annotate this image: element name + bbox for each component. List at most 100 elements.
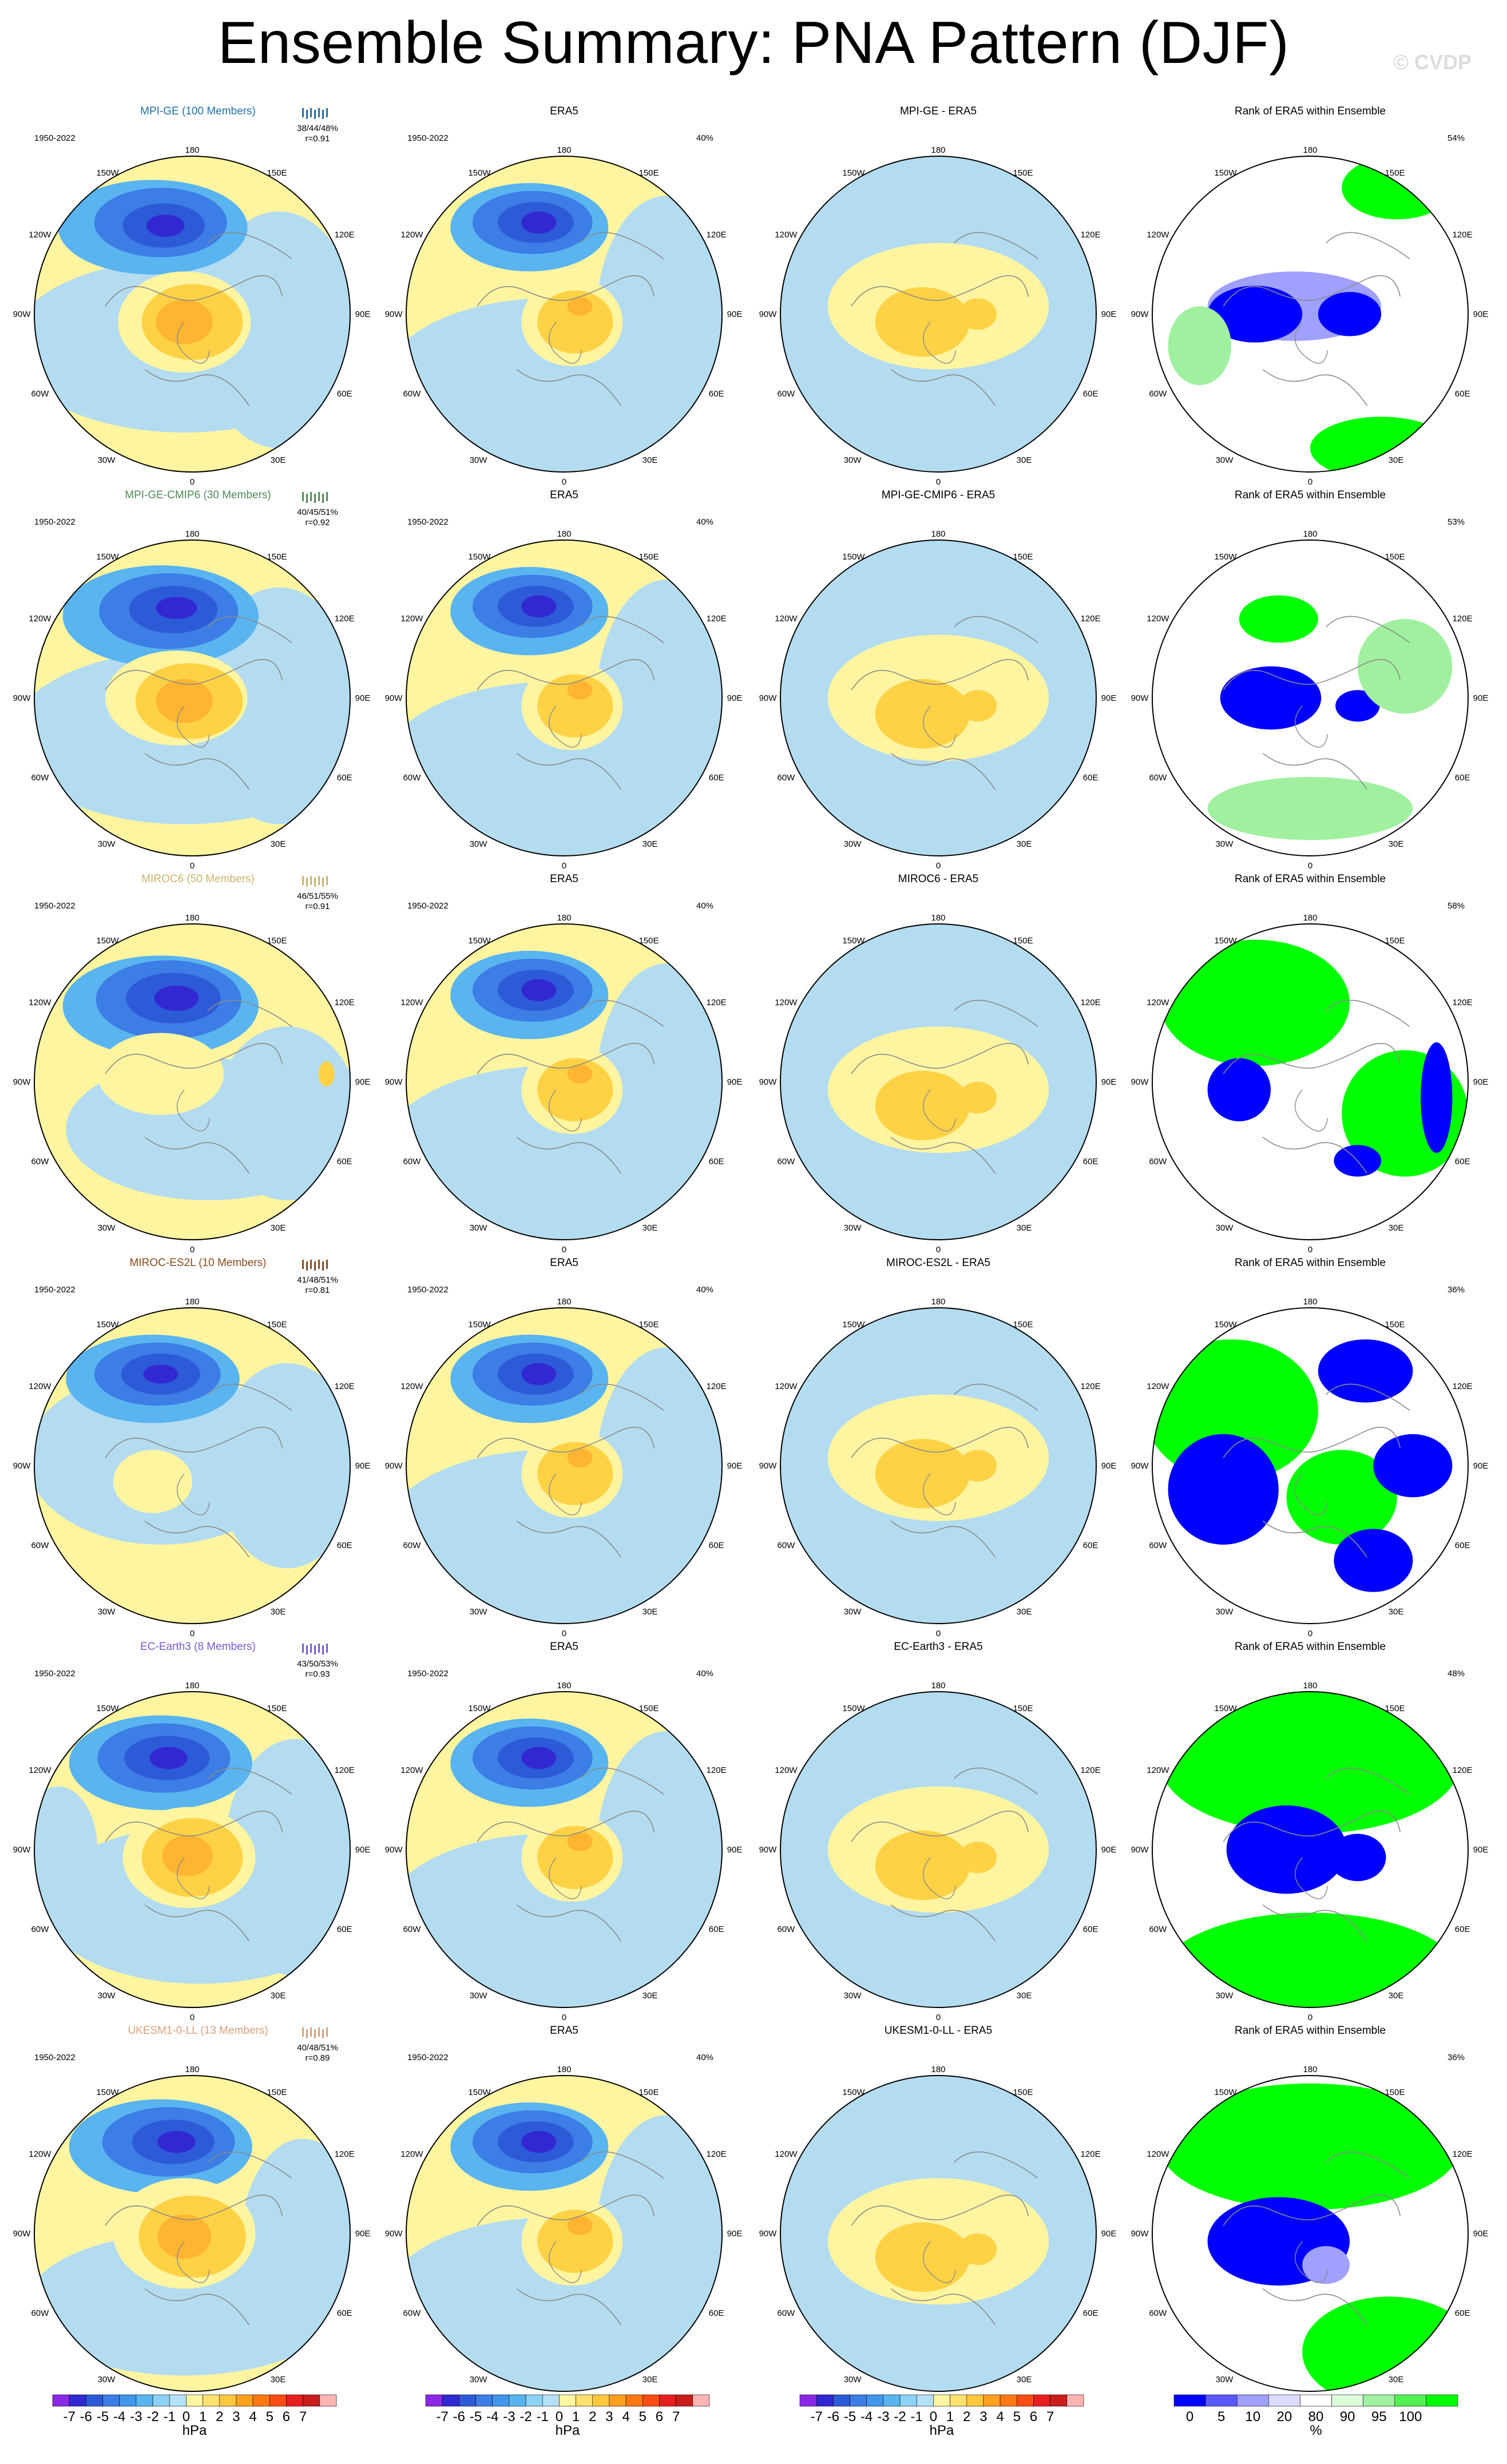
member-tick <box>310 108 312 117</box>
coastline <box>477 1427 655 1458</box>
longitude-label: 120E <box>1453 1382 1473 1391</box>
longitude-label: 60E <box>337 773 352 783</box>
rank-panel-title: Rank of ERA5 within Ensemble <box>1235 2025 1386 2037</box>
longitude-label: 120W <box>1147 230 1169 240</box>
contour-region <box>34 1786 98 1913</box>
longitude-label: 30E <box>643 1607 658 1617</box>
percent-variance-label: 40% <box>696 1285 713 1295</box>
longitude-label: 90E <box>355 1461 371 1471</box>
colorbar-swatch <box>916 2394 934 2407</box>
colorbar-swatch <box>1173 2394 1206 2407</box>
contour-region <box>596 2115 722 2368</box>
map-boundary <box>1152 2075 1469 2392</box>
coastline <box>1294 1473 1328 1515</box>
coastline <box>851 275 1029 307</box>
longitude-label: 0 <box>1308 2013 1312 2022</box>
percent-variance-label: 40% <box>696 517 713 527</box>
coastline <box>176 1473 211 1515</box>
model-panel-title: MIROC6 (50 Members) <box>141 873 254 885</box>
colorbar-swatch <box>559 2394 576 2407</box>
period-label: 1950-2022 <box>407 2053 449 2062</box>
colorbar-tick-label: 6 <box>283 2409 290 2425</box>
longitude-label: 90W <box>385 693 403 703</box>
period-label: 1950-2022 <box>407 1285 449 1295</box>
longitude-label: 180 <box>557 2065 571 2074</box>
longitude-label: 60W <box>403 2308 421 2318</box>
coastline <box>208 999 292 1027</box>
longitude-label: 30E <box>1389 455 1404 465</box>
colorbar-tick-label: -7 <box>64 2409 76 2425</box>
coastline <box>516 752 622 790</box>
longitude-label: 120E <box>335 230 355 240</box>
longitude-label: 90W <box>1131 2229 1149 2239</box>
colorbar-swatch <box>1236 2394 1269 2407</box>
colorbar-swatch <box>269 2394 287 2407</box>
member-tick <box>318 108 320 117</box>
pattern-correlation-label: r=0.91 <box>306 134 330 144</box>
longitude-label: 120W <box>775 2149 798 2159</box>
watermark-text: © CVDP <box>1393 50 1472 74</box>
colorbar-tick-label: 6 <box>656 2409 663 2425</box>
member-tick <box>322 878 324 887</box>
colorbar-swatch <box>659 2394 676 2407</box>
contour-region <box>875 2222 970 2292</box>
longitude-label: 60W <box>777 1541 795 1550</box>
longitude-label: 60E <box>709 1925 724 1934</box>
longitude-label: 150E <box>1013 2088 1033 2097</box>
member-tick <box>302 2027 304 2037</box>
longitude-label: 150W <box>96 936 119 946</box>
rank-region <box>1302 2246 1350 2284</box>
coastline <box>890 1136 996 1174</box>
contour-region <box>239 2138 350 2360</box>
rank-panel-title: Rank of ERA5 within Ensemble <box>1235 873 1386 885</box>
period-label: 1950-2022 <box>407 1669 449 1679</box>
difference-panel-title: UKESM1-0-LL - ERA5 <box>885 2025 992 2037</box>
colorbar-tick-label: 10 <box>1245 2409 1260 2425</box>
contour-region <box>157 2130 196 2153</box>
longitude-label: 150W <box>1214 2088 1237 2097</box>
colorbar-swatch <box>459 2394 476 2407</box>
longitude-label: 60W <box>1149 2308 1167 2318</box>
member-tick <box>322 110 324 119</box>
longitude-label: 150E <box>267 936 287 946</box>
colorbar-swatch <box>319 2394 337 2407</box>
longitude-label: 150W <box>468 936 491 946</box>
pattern-correlation-label: r=0.92 <box>306 518 330 527</box>
colorbar-swatch <box>525 2394 543 2407</box>
longitude-label: 30W <box>844 2375 862 2384</box>
member-tick <box>306 110 308 119</box>
longitude-label: 150W <box>468 552 491 562</box>
longitude-label: 30W <box>98 1607 116 1617</box>
member-tick <box>318 876 320 885</box>
colorbar-tick-label: -1 <box>537 2409 549 2425</box>
colorbar-swatch <box>1426 2394 1458 2407</box>
rank-region <box>1207 777 1413 840</box>
map-boundary <box>406 1307 723 1624</box>
longitude-label: 60W <box>31 773 49 783</box>
colorbar-swatch <box>692 2394 710 2407</box>
contour-region <box>143 1364 179 1384</box>
colorbar-tick-label: 2 <box>589 2409 596 2425</box>
longitude-label: 30W <box>844 1991 862 2001</box>
model-panel-title: MIROC-ES2L (10 Members) <box>130 1257 267 1269</box>
coastline <box>516 1904 622 1942</box>
colorbar-swatch <box>509 2394 526 2407</box>
colorbar-swatch <box>950 2394 967 2407</box>
longitude-label: 150W <box>96 1704 119 1713</box>
longitude-label: 30E <box>643 1991 658 2001</box>
coastline <box>580 616 664 644</box>
period-label: 1950-2022 <box>407 517 449 527</box>
coastline <box>1294 322 1328 364</box>
longitude-label: 150E <box>267 1320 287 1330</box>
contour-region <box>113 1450 192 1513</box>
coastline <box>1294 705 1328 748</box>
coastline <box>580 999 664 1027</box>
member-tick <box>318 1260 320 1269</box>
longitude-label: 150E <box>1385 1320 1405 1330</box>
rank-region <box>1286 1450 1397 1545</box>
period-label: 1950-2022 <box>407 901 449 911</box>
colorbar-swatch <box>799 2394 817 2407</box>
colorbar-swatch <box>576 2394 593 2407</box>
longitude-label: 30E <box>271 455 286 465</box>
longitude-label: 90E <box>1473 1845 1489 1855</box>
